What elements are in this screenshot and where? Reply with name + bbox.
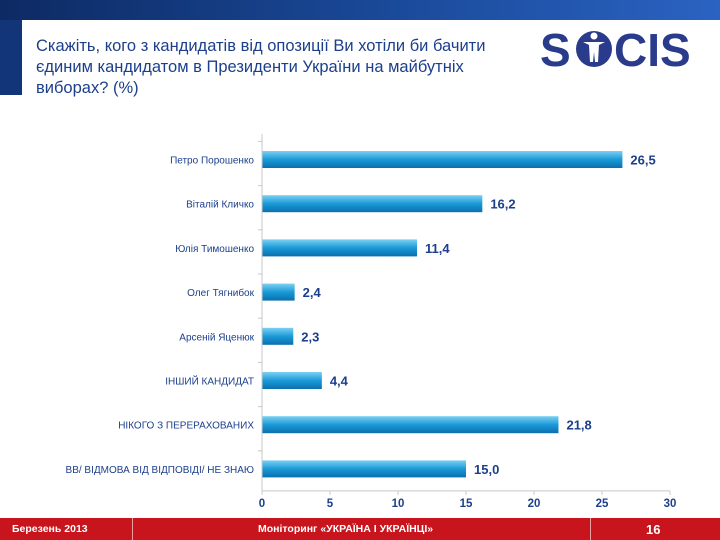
value-label: 4,4: [330, 374, 349, 389]
footer-date: Березень 2013: [12, 523, 88, 535]
logo-text-cis: CIS: [614, 24, 691, 74]
logo-figure-body: [583, 42, 605, 62]
header-bar: [0, 0, 720, 20]
value-label: 26,5: [630, 153, 655, 168]
x-tick-label: 15: [460, 498, 473, 510]
x-tick-label: 25: [596, 498, 609, 510]
footer-divider: [590, 518, 591, 540]
socis-logo: S CIS: [538, 22, 716, 74]
page-number: 16: [646, 522, 661, 537]
footer-title: Моніторинг «УКРАЇНА І УКРАЇНЦІ»: [258, 523, 434, 535]
category-label: Петро Порошенко: [170, 156, 254, 167]
bar: [262, 151, 623, 168]
header-accent: [0, 20, 22, 95]
bar: [262, 239, 418, 257]
bar: [262, 460, 466, 478]
logo-figure-head: [590, 32, 598, 40]
x-tick-label: 5: [327, 498, 334, 510]
category-label: Арсеній Яценюк: [179, 332, 254, 343]
category-label: НІКОГО З ПЕРЕРАХОВАНИХ: [118, 421, 254, 432]
category-label: ВВ/ ВІДМОВА ВІД ВІДПОВІДІ/ НЕ ЗНАЮ: [66, 465, 254, 476]
slide-title: Скажіть, кого з кандидатів від опозиції …: [36, 37, 486, 97]
footer-bar: Березень 2013 Моніторинг «УКРАЇНА І УКРА…: [0, 518, 720, 540]
value-label: 15,0: [474, 462, 499, 477]
bar: [262, 327, 294, 345]
logo-letter-s: S: [540, 24, 571, 74]
category-label: ІНШИЙ КАНДИДАТ: [165, 375, 254, 388]
bar: [262, 195, 483, 213]
value-label: 21,8: [566, 418, 591, 433]
x-tick-label: 20: [528, 498, 541, 510]
bar: [262, 283, 295, 301]
value-label: 16,2: [490, 197, 515, 212]
x-tick-label: 30: [664, 498, 677, 510]
bar-chart: 26,5 16,2 11,4 2,4 2,3 4,4 21,8 15,0 Петро Поро…: [0, 120, 720, 515]
x-tick-label: 0: [259, 498, 265, 510]
value-label: 2,4: [303, 285, 322, 300]
footer-divider: [132, 518, 133, 540]
chart-canvas: 26,5 16,2 11,4 2,4 2,3 4,4 21,8 15,0 Петро Поро…: [66, 134, 677, 510]
bar: [262, 372, 322, 389]
value-label: 2,3: [301, 329, 319, 344]
value-label: 11,4: [425, 241, 450, 256]
bar: [262, 416, 559, 434]
category-label: Віталій Кличко: [186, 200, 254, 211]
category-label: Юлія Тимошенко: [175, 244, 254, 255]
category-label: Олег Тягнибок: [187, 287, 254, 299]
x-tick-label: 10: [392, 498, 405, 510]
